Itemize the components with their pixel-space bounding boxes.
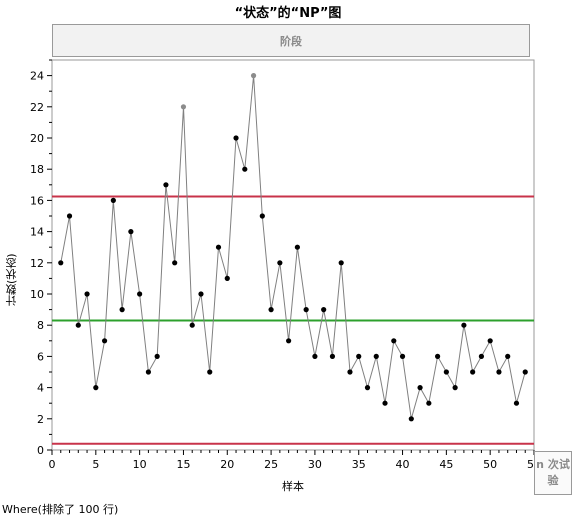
x-tick-label: 5: [92, 458, 99, 471]
y-tick-label: 10: [30, 288, 44, 301]
data-point: [58, 260, 64, 266]
data-point: [347, 369, 353, 375]
data-point: [294, 244, 300, 250]
data-point: [452, 385, 458, 391]
series-line: [60, 75, 526, 419]
data-point: [435, 353, 441, 359]
data-point: [338, 260, 344, 266]
data-point: [373, 353, 379, 359]
data-point: [487, 338, 493, 344]
data-point: [93, 385, 99, 391]
y-tick-label: 4: [37, 382, 44, 395]
data-point: [250, 73, 257, 79]
y-axis-label: 计数(状态): [5, 253, 18, 307]
data-point: [224, 275, 230, 281]
data-point: [277, 260, 283, 266]
data-point: [443, 369, 449, 375]
data-point: [382, 400, 388, 406]
data-point: [119, 307, 125, 313]
data-point: [128, 229, 134, 235]
data-point: [522, 369, 528, 375]
x-tick-label: 10: [133, 458, 147, 471]
x-tick-label: 50: [483, 458, 497, 471]
phase-button[interactable]: 阶段: [52, 24, 530, 57]
x-tick-label: 40: [396, 458, 410, 471]
x-tick-label: 25: [264, 458, 278, 471]
data-point: [408, 416, 414, 422]
y-tick-label: 14: [30, 226, 44, 239]
y-tick-label: 0: [37, 444, 44, 457]
data-point: [417, 385, 423, 391]
data-point: [242, 166, 248, 172]
data-point: [478, 353, 485, 359]
data-point: [329, 353, 336, 359]
data-point: [66, 213, 73, 219]
data-point: [189, 322, 195, 328]
data-point: [391, 338, 397, 344]
data-point: [259, 213, 265, 219]
data-point: [303, 307, 309, 313]
y-tick-label: 20: [30, 132, 44, 145]
data-point: [137, 291, 143, 297]
x-tick-label: 30: [308, 458, 322, 471]
y-tick-label: 6: [37, 350, 44, 363]
data-point: [399, 353, 406, 359]
x-tick-label: 0: [49, 458, 56, 471]
data-point: [505, 353, 511, 359]
data-point: [461, 322, 467, 328]
data-point: [75, 322, 81, 328]
data-point: [180, 104, 187, 110]
x-tick-label: 15: [176, 458, 190, 471]
x-axis-label: 样本: [282, 480, 304, 493]
data-point: [110, 197, 116, 203]
y-tick-label: 22: [30, 101, 44, 114]
data-point: [145, 369, 151, 375]
data-point: [198, 291, 204, 297]
y-tick-label: 2: [37, 413, 44, 426]
data-point: [172, 260, 178, 266]
y-tick-label: 8: [37, 319, 44, 332]
data-point: [207, 369, 213, 375]
data-point: [101, 338, 108, 344]
data-point: [496, 369, 502, 375]
data-point: [163, 182, 169, 188]
data-point: [84, 291, 90, 297]
data-point: [268, 307, 274, 313]
x-tick-label: 20: [220, 458, 234, 471]
data-point: [426, 400, 432, 406]
y-tick-label: 12: [30, 257, 44, 270]
x-tick-label: 45: [439, 458, 453, 471]
y-tick-label: 16: [30, 194, 44, 207]
n-trials-button[interactable]: n 次试验: [534, 451, 572, 495]
data-point: [233, 135, 239, 141]
chart-title: “状态”的“NP”图: [234, 6, 342, 21]
data-point: [312, 353, 318, 359]
data-point: [154, 353, 160, 359]
y-tick-label: 24: [30, 70, 44, 83]
data-point: [215, 244, 222, 250]
data-point: [286, 338, 292, 344]
x-tick-label: 35: [352, 458, 366, 471]
where-filter-note: Where(排除了 100 行): [2, 503, 119, 516]
data-point: [470, 369, 476, 375]
data-point: [321, 307, 327, 313]
y-tick-label: 18: [30, 163, 44, 176]
data-point: [513, 400, 520, 406]
data-point: [356, 353, 362, 359]
plot-frame: [51, 59, 535, 451]
data-point: [364, 385, 371, 391]
